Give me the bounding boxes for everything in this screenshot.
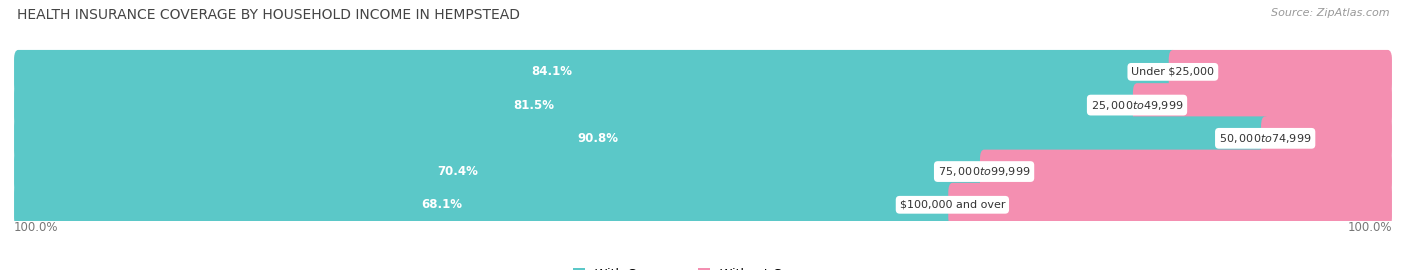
FancyBboxPatch shape xyxy=(1133,83,1392,127)
FancyBboxPatch shape xyxy=(14,116,1270,160)
FancyBboxPatch shape xyxy=(1168,50,1392,94)
Text: HEALTH INSURANCE COVERAGE BY HOUSEHOLD INCOME IN HEMPSTEAD: HEALTH INSURANCE COVERAGE BY HOUSEHOLD I… xyxy=(17,8,520,22)
Text: 84.1%: 84.1% xyxy=(531,65,572,78)
Text: 70.4%: 70.4% xyxy=(437,165,478,178)
FancyBboxPatch shape xyxy=(14,83,1142,127)
FancyBboxPatch shape xyxy=(14,50,1177,94)
FancyBboxPatch shape xyxy=(14,155,1392,188)
FancyBboxPatch shape xyxy=(980,150,1392,194)
Text: 90.8%: 90.8% xyxy=(578,132,619,145)
FancyBboxPatch shape xyxy=(14,122,1392,155)
Text: $25,000 to $49,999: $25,000 to $49,999 xyxy=(1091,99,1184,112)
Text: 100.0%: 100.0% xyxy=(14,221,59,234)
Text: Source: ZipAtlas.com: Source: ZipAtlas.com xyxy=(1271,8,1389,18)
FancyBboxPatch shape xyxy=(14,55,1392,89)
FancyBboxPatch shape xyxy=(14,89,1392,122)
Text: 81.5%: 81.5% xyxy=(513,99,555,112)
FancyBboxPatch shape xyxy=(14,183,956,227)
FancyBboxPatch shape xyxy=(948,183,1392,227)
Text: Under $25,000: Under $25,000 xyxy=(1132,67,1215,77)
Text: $75,000 to $99,999: $75,000 to $99,999 xyxy=(938,165,1031,178)
FancyBboxPatch shape xyxy=(14,188,1392,221)
FancyBboxPatch shape xyxy=(14,150,988,194)
Text: 100.0%: 100.0% xyxy=(1347,221,1392,234)
FancyBboxPatch shape xyxy=(1261,116,1392,160)
Text: $50,000 to $74,999: $50,000 to $74,999 xyxy=(1219,132,1312,145)
Text: 68.1%: 68.1% xyxy=(422,198,463,211)
Legend: With Coverage, Without Coverage: With Coverage, Without Coverage xyxy=(572,268,834,270)
Text: $100,000 and over: $100,000 and over xyxy=(900,200,1005,210)
